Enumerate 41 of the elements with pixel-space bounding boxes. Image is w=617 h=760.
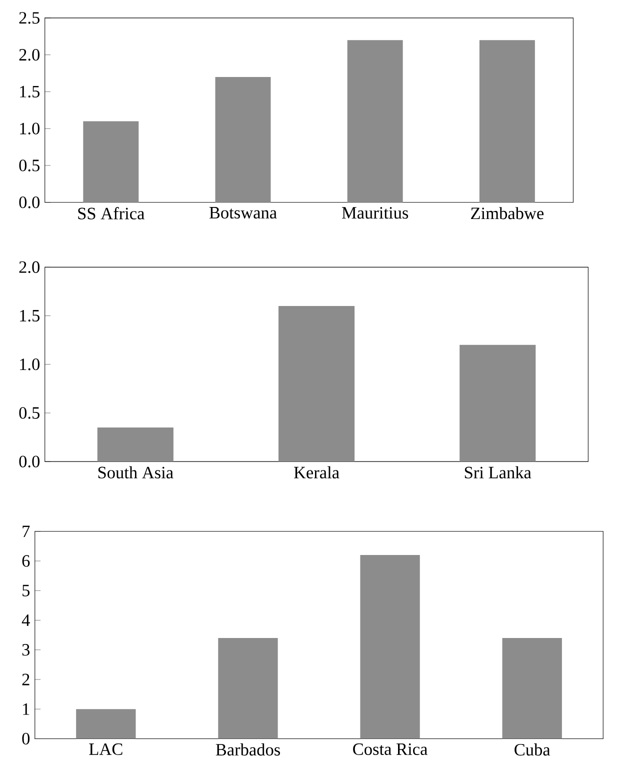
bar bbox=[502, 638, 562, 739]
bar bbox=[215, 76, 271, 202]
y-tick-label: 1.5 bbox=[20, 86, 40, 98]
y-tick-label: 5 bbox=[22, 584, 30, 596]
x-tick-label: Botswana bbox=[209, 207, 277, 219]
y-tick-label: 1.5 bbox=[20, 310, 40, 322]
y-tick-label: 4 bbox=[22, 614, 30, 626]
y-tick-label: 0.5 bbox=[19, 407, 40, 419]
bar bbox=[218, 638, 278, 739]
x-tick-label: Zimbabwe bbox=[471, 207, 544, 220]
x-tick-label: Mauritius bbox=[342, 207, 408, 219]
y-tick-label: 0 bbox=[22, 732, 30, 745]
bar bbox=[360, 555, 420, 739]
y-tick-label: 0.5 bbox=[19, 160, 40, 172]
y-tick-label: 1.0 bbox=[20, 358, 40, 370]
x-tick-label: Barbados bbox=[216, 743, 280, 756]
bar bbox=[347, 40, 403, 202]
bar bbox=[76, 709, 136, 739]
x-tick-label: South Asia bbox=[98, 466, 174, 478]
x-tick-label: Cuba bbox=[514, 743, 550, 756]
y-tick-label: 2.5 bbox=[19, 12, 40, 24]
y-tick-label: 0.0 bbox=[19, 196, 40, 208]
y-tick-label: 0.0 bbox=[19, 456, 40, 468]
x-tick-label: LAC bbox=[89, 743, 122, 756]
bar bbox=[97, 428, 174, 462]
y-tick-label: 6 bbox=[22, 555, 30, 567]
y-tick-label: 1 bbox=[23, 703, 30, 715]
y-tick-label: 2 bbox=[22, 674, 30, 686]
y-tick-label: 1.0 bbox=[20, 122, 40, 134]
bar bbox=[83, 121, 139, 202]
bar bbox=[479, 40, 535, 202]
bar bbox=[460, 344, 536, 462]
x-tick-label: SS Africa bbox=[78, 207, 144, 220]
x-tick-label: Kerala bbox=[294, 466, 340, 478]
x-tick-label: Sri Lanka bbox=[464, 466, 532, 478]
y-tick-label: 2.0 bbox=[19, 48, 40, 61]
x-tick-label: Costa Rica bbox=[353, 743, 428, 756]
y-tick-label: 2.0 bbox=[19, 261, 40, 274]
y-tick-label: 7 bbox=[22, 526, 30, 538]
bar bbox=[278, 306, 355, 462]
y-tick-label: 3 bbox=[22, 644, 30, 656]
